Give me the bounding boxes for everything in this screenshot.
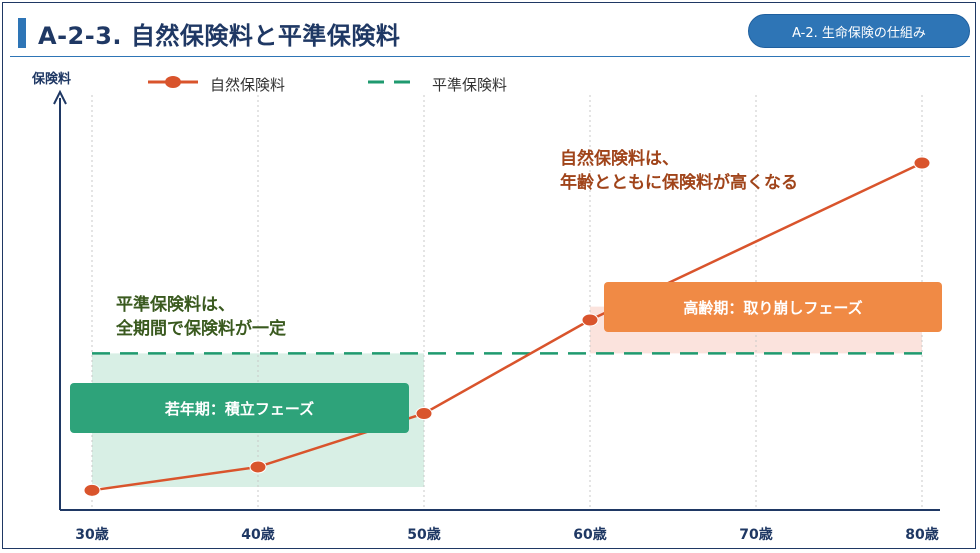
x-tick-label-70: 70歳 (739, 526, 772, 543)
phase-young-label: 若年期：積立フェーズ (70, 383, 409, 433)
x-tick-label-80: 80歳 (905, 526, 938, 543)
annotation-level-line-2: 全期間で保険料が一定 (116, 319, 286, 339)
section-badge[interactable]: A-2. 生命保険の仕組み (748, 14, 970, 48)
x-tick-label-40: 40歳 (241, 526, 274, 543)
title-divider (10, 56, 970, 57)
title-accent-bar (18, 18, 26, 48)
data-point-80 (913, 156, 931, 170)
annotation-natural-line-2: 年齢とともに保険料が高くなる (560, 173, 798, 193)
legend-label-level: 平準保険料 (432, 76, 508, 94)
page-title: A-2-3. 自然保険料と平準保険料 (38, 22, 401, 50)
x-tick-label-50: 50歳 (407, 526, 440, 543)
y-axis-label: 保険料 (32, 72, 72, 87)
annotation-natural-line-1: 自然保険料は、 (560, 149, 679, 169)
annotation-natural-premium: 自然保険料は、 年齢とともに保険料が高くなる (560, 147, 798, 195)
data-point-60 (581, 313, 599, 327)
data-point-40 (249, 460, 267, 474)
x-tick-label-30: 30歳 (75, 526, 108, 543)
legend-swatch-natural-marker (165, 76, 181, 88)
y-axis-arrow (53, 89, 67, 105)
annotation-level-line-1: 平準保険料は、 (116, 295, 235, 315)
legend-label-natural: 自然保険料 (210, 76, 286, 94)
data-point-30 (83, 483, 101, 497)
x-tick-label-60: 60歳 (573, 526, 606, 543)
annotation-level-premium: 平準保険料は、 全期間で保険料が一定 (116, 293, 286, 341)
phase-old-label: 高齢期：取り崩しフェーズ (604, 282, 942, 332)
data-point-50 (415, 407, 433, 420)
